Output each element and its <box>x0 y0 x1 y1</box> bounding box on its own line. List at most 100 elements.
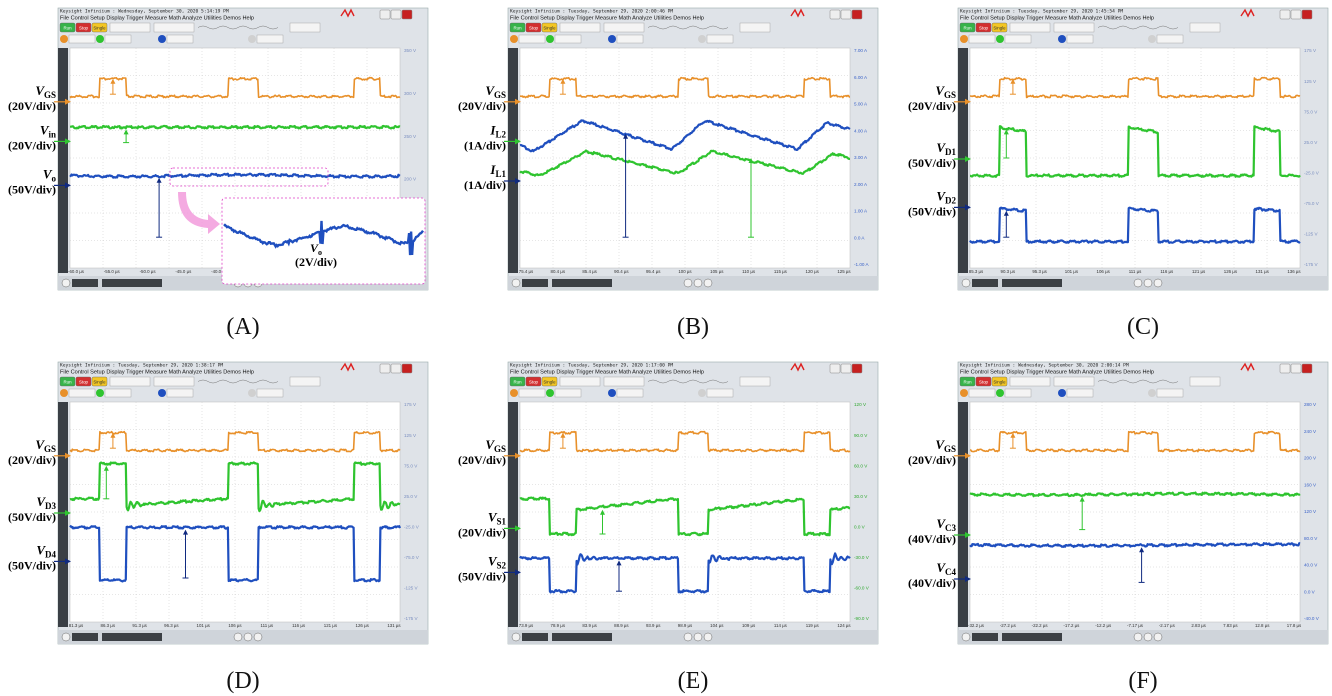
scope-screenshot: Keysight Infiniium : Wednesday, Septembe… <box>58 8 428 290</box>
time-label: -60.0 µs <box>68 269 85 274</box>
time-label: 2.83 µs <box>1191 623 1206 628</box>
status-field <box>522 279 548 287</box>
axis-label: -40.0 V <box>1304 616 1320 621</box>
status-icon <box>512 279 520 287</box>
toolbar-field <box>1190 377 1220 386</box>
status-icon <box>1134 633 1142 641</box>
signal-scale: (20V/div) <box>908 453 956 467</box>
toolbar-field <box>740 377 770 386</box>
signal-scale: (20V/div) <box>908 99 956 113</box>
time-label: 90.3 µs <box>1001 269 1016 274</box>
status-icon <box>234 633 242 641</box>
time-label: -17.2 µs <box>1063 623 1080 628</box>
time-label: 136 µs <box>1287 269 1301 274</box>
time-label: 111 µs <box>1129 269 1142 274</box>
time-label: 121 µs <box>1192 269 1206 274</box>
axis-label: 25.0 V <box>1304 140 1318 145</box>
axis-label: 175 V <box>404 402 417 407</box>
axis-label: 40.0 V <box>1304 563 1318 568</box>
time-label: 91.3 µs <box>132 623 147 628</box>
time-label: 126 µs <box>1224 269 1238 274</box>
axis-label: -175 V <box>1304 262 1318 267</box>
signal-name: VGS <box>935 83 956 100</box>
channel-field <box>167 35 193 43</box>
axis-label: 250 V <box>404 134 417 139</box>
window-button <box>391 364 401 373</box>
control-label: Single <box>993 25 1006 30</box>
axis-label: 280 V <box>1304 402 1317 407</box>
status-field <box>972 279 998 287</box>
toolbar-field <box>110 377 150 386</box>
channel-field <box>707 389 733 397</box>
status-field <box>72 633 98 641</box>
channel-field <box>167 389 193 397</box>
axis-label: -90.0 V <box>854 616 870 621</box>
panel-letter: (B) <box>677 314 709 340</box>
channel-field <box>105 35 131 43</box>
window-button <box>830 10 840 19</box>
window-button <box>1280 10 1290 19</box>
axis-label: 2.00 A <box>854 182 868 187</box>
axis-label: 350 V <box>404 48 417 53</box>
side-tabs <box>508 402 518 627</box>
toolbar-field <box>290 23 320 32</box>
signal-scale: (1A/div) <box>464 138 506 152</box>
status-field <box>1002 633 1062 641</box>
time-label: 7.83 µs <box>1223 623 1238 628</box>
axis-label: 240 V <box>1304 429 1317 434</box>
control-label: Stop <box>79 25 89 30</box>
channel-badge <box>96 389 104 397</box>
figure: Keysight Infiniium : Wednesday, Septembe… <box>0 0 1332 696</box>
control-label: Single <box>543 379 556 384</box>
status-icon <box>254 633 262 641</box>
axis-label: 300 V <box>404 91 417 96</box>
time-label: 85.4 µs <box>582 269 597 274</box>
status-icon <box>62 279 70 287</box>
signal-scale: (20V/div) <box>458 525 506 539</box>
status-field <box>102 633 162 641</box>
channel-field <box>519 389 545 397</box>
signal-name: VS2 <box>488 553 507 570</box>
signal-name: VD1 <box>936 140 956 157</box>
axis-label: 7.00 A <box>854 48 868 53</box>
window-button <box>841 364 851 373</box>
time-label: -45.0 µs <box>175 269 192 274</box>
control-label: Run <box>963 379 972 384</box>
channel-badge <box>1058 35 1066 43</box>
channel-field <box>1157 35 1183 43</box>
menu-bar: File Control Setup Display Trigger Measu… <box>510 16 704 22</box>
status-field <box>72 279 98 287</box>
channel-field <box>555 35 581 43</box>
time-label: 100 µs <box>678 269 692 274</box>
channel-badge <box>96 35 104 43</box>
panel-letter: (C) <box>1127 314 1159 340</box>
signal-name: VGS <box>35 437 56 454</box>
channel-badge <box>1058 389 1066 397</box>
time-label: 111 µs <box>260 623 273 628</box>
channel-badge <box>960 389 968 397</box>
signal-scale: (40V/div) <box>908 532 956 546</box>
status-field <box>972 633 998 641</box>
menu-bar: File Control Setup Display Trigger Measu… <box>960 370 1154 376</box>
channel-field <box>69 389 95 397</box>
time-label: 12.8 µs <box>1255 623 1270 628</box>
control-label: Single <box>93 379 106 384</box>
time-label: -32.2 µs <box>968 623 985 628</box>
signal-name: VS1 <box>488 509 507 526</box>
channel-field <box>105 389 131 397</box>
time-label: 105 µs <box>710 269 724 274</box>
window-button <box>852 364 862 373</box>
inset-scale: (2V/div) <box>295 255 337 269</box>
channel-badge <box>546 389 554 397</box>
signal-scale: (20V/div) <box>8 138 56 152</box>
status-icon <box>704 279 712 287</box>
channel-badge <box>608 35 616 43</box>
axis-label: 160 V <box>1304 482 1317 487</box>
axis-label: 30.0 V <box>854 494 868 499</box>
axis-label: -1.00 A <box>854 262 869 267</box>
window-button <box>830 364 840 373</box>
time-label: 81.3 µs <box>69 623 84 628</box>
axis-label: -75.0 V <box>404 555 420 560</box>
side-tabs <box>958 402 968 627</box>
signal-name: IL1 <box>489 162 506 179</box>
